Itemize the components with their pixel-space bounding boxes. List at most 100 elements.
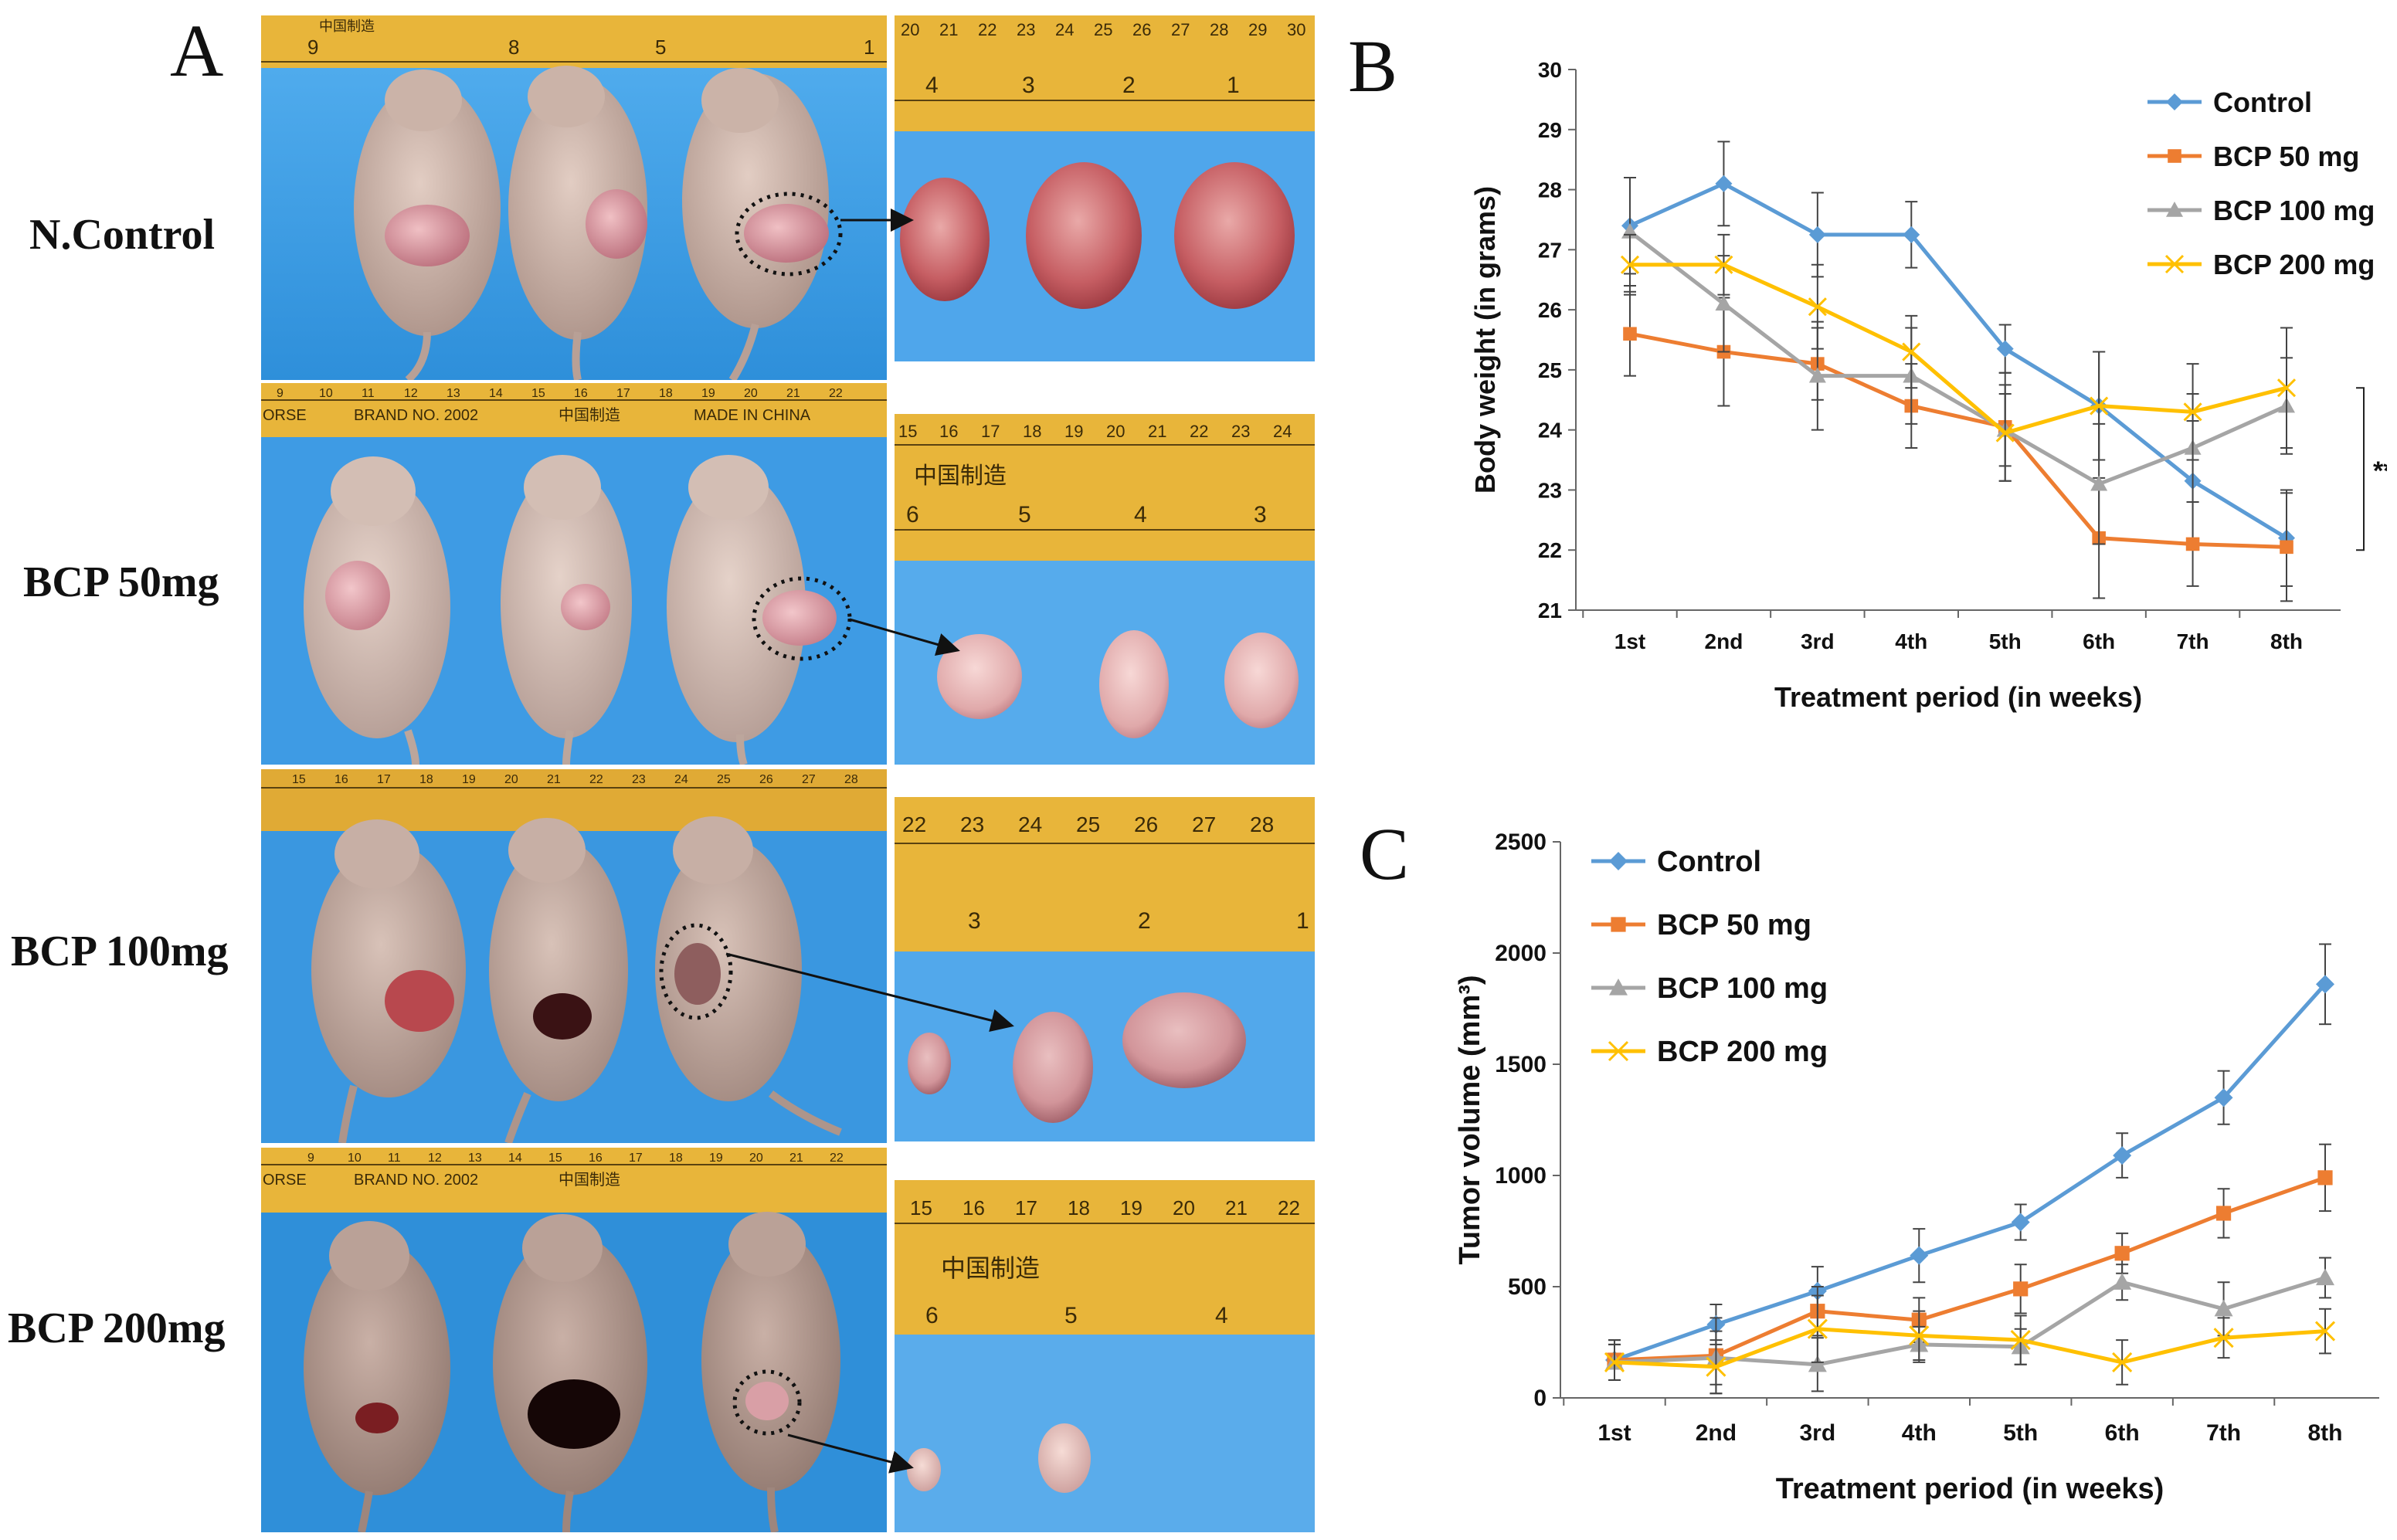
- row-label-bcp100: BCP 100mg: [11, 928, 229, 975]
- photo-bcp200-tumors: 15 16 17 18 19 20 21 22 中国制造 6 5 4: [895, 1180, 1315, 1532]
- panel-letter-a: A: [170, 9, 224, 92]
- data-point-x: [1608, 1040, 1629, 1062]
- ruler-tick: 18: [1023, 422, 1041, 441]
- y-tick-label: 22: [1538, 538, 1562, 562]
- ruler-tick: 25: [717, 773, 731, 786]
- mouse-body: [667, 455, 852, 765]
- ruler-tick: 9: [277, 387, 283, 400]
- data-point-x: [2276, 378, 2297, 398]
- data-point-x: [2112, 1352, 2133, 1372]
- tumor: [1026, 162, 1142, 309]
- ruler-tick: 17: [981, 422, 1000, 441]
- mouse-body: [304, 456, 450, 765]
- ruler-tick: 21: [939, 20, 958, 39]
- mouse-body: [501, 455, 632, 765]
- ruler-tick: 24: [1055, 20, 1074, 39]
- photo-bcp50-tumors: 15 16 17 18 19 20 21 22 23 24 中国制造 6 5 4…: [895, 414, 1315, 765]
- tumor: [1224, 633, 1299, 728]
- ruler-tick: 16: [589, 1152, 603, 1165]
- ruler-tick: 24: [1273, 422, 1292, 441]
- data-point-diamond: [1609, 852, 1628, 870]
- x-tick-label: 6th: [2083, 629, 2115, 653]
- mouse-body: [489, 818, 628, 1143]
- data-point-x: [2090, 396, 2109, 416]
- ruler-tick: 24: [1018, 812, 1042, 836]
- mouse-body: [311, 819, 466, 1143]
- y-tick-label: 1500: [1495, 1052, 1547, 1077]
- series-line: [1628, 181, 2288, 540]
- tumor: [908, 1033, 951, 1094]
- data-point-diamond: [1910, 1246, 1929, 1265]
- ruler-cn-label-2: 中国制造: [559, 406, 620, 424]
- data-point-triangle: [1808, 367, 1826, 383]
- mouse-body: [701, 1212, 840, 1532]
- data-point-square: [2114, 1246, 2130, 1261]
- ruler-brand-no: BRAND NO. 2002: [354, 407, 478, 424]
- ruler-tick: 24: [674, 773, 688, 786]
- data-point-x: [2183, 402, 2202, 422]
- series-bcp-200-mg: [1604, 1294, 2336, 1395]
- series-line: [1630, 263, 2287, 436]
- ruler-tick: 15: [898, 422, 917, 441]
- data-point-triangle: [2113, 1273, 2132, 1290]
- ruler-cm: 5: [1018, 502, 1031, 527]
- x-tick-label: 8th: [2270, 629, 2303, 653]
- photo-control-mice: 中国制造 9 8 5 1: [261, 15, 887, 380]
- x-axis-title: Treatment period (in weeks): [1774, 681, 2142, 713]
- legend-label: Control: [2213, 86, 2312, 118]
- data-point-triangle: [2090, 475, 2108, 491]
- ruler-tick: 28: [1210, 20, 1228, 39]
- mouse-body: [354, 70, 501, 380]
- data-point-x: [1909, 1325, 1930, 1346]
- ruler-cm: 5: [1064, 1303, 1078, 1328]
- mouse-body: [493, 1214, 647, 1532]
- ruler-tick: 21: [786, 387, 800, 400]
- ruler-tick: 13: [446, 387, 460, 400]
- ruler-tick: 21: [789, 1152, 803, 1165]
- data-point-diamond: [1808, 226, 1826, 243]
- ruler-tick: 8: [508, 36, 519, 59]
- ruler-tick: 18: [419, 773, 433, 786]
- y-axis-title: Tumor volume (mm³): [1454, 975, 1486, 1264]
- x-tick-label: 3rd: [1801, 629, 1835, 653]
- mouse-body: [655, 816, 842, 1136]
- series-line: [1614, 1175, 2326, 1362]
- ruler-tick: 22: [1278, 1196, 1300, 1219]
- series-line: [1614, 982, 2327, 1362]
- ruler-tick: 22: [902, 812, 926, 836]
- chart-body-weight: 21 22 23 24 25 26 27 28 29 30 1st 2nd 3rd 4th 5th 6th 7t…: [1469, 58, 2387, 713]
- ruler-cm: 4: [925, 73, 939, 98]
- data-point-diamond: [2166, 93, 2183, 110]
- data-point-x: [2164, 254, 2185, 274]
- data-point-square: [2215, 1206, 2232, 1221]
- x-tick-label: 7th: [2206, 1420, 2241, 1446]
- data-point-triangle: [2214, 1299, 2233, 1317]
- ruler-tick: 16: [334, 773, 348, 786]
- ruler-cm: 4: [1215, 1303, 1228, 1328]
- ruler-tick: 14: [508, 1152, 522, 1165]
- y-tick-label: 30: [1538, 58, 1562, 82]
- legend-label: Control: [1657, 846, 1761, 878]
- y-axis-title: Body weight (in grams): [1469, 186, 1501, 494]
- photo-bcp100-mice: 15 16 17 18 19 20 21 22 23 24 25 26 27 2…: [261, 769, 887, 1143]
- tumor: [907, 1448, 941, 1491]
- annotation-arrows: [725, 209, 1014, 1474]
- ruler-tick: 27: [802, 773, 816, 786]
- ruler-tick: 18: [1068, 1196, 1090, 1219]
- significance-bracket: [2356, 387, 2365, 551]
- data-point-x: [1807, 1318, 1828, 1339]
- series-line: [1629, 331, 2287, 549]
- ruler-tick: 5: [655, 36, 666, 59]
- data-point-x: [1902, 342, 1921, 361]
- ruler-cm: 6: [906, 502, 919, 527]
- ruler-tick: 20: [749, 1152, 763, 1165]
- data-point-square: [2317, 1170, 2333, 1186]
- ruler-tick: 28: [1250, 812, 1274, 836]
- significance-label: **: [2373, 456, 2387, 486]
- ruler-tick: 20: [1173, 1196, 1195, 1219]
- y-tick-label: 25: [1538, 358, 1562, 382]
- mouse-body: [508, 66, 647, 380]
- ruler-tick: 21: [1225, 1196, 1248, 1219]
- ruler-tick: 16: [939, 422, 958, 441]
- ruler-tick: 23: [1231, 422, 1250, 441]
